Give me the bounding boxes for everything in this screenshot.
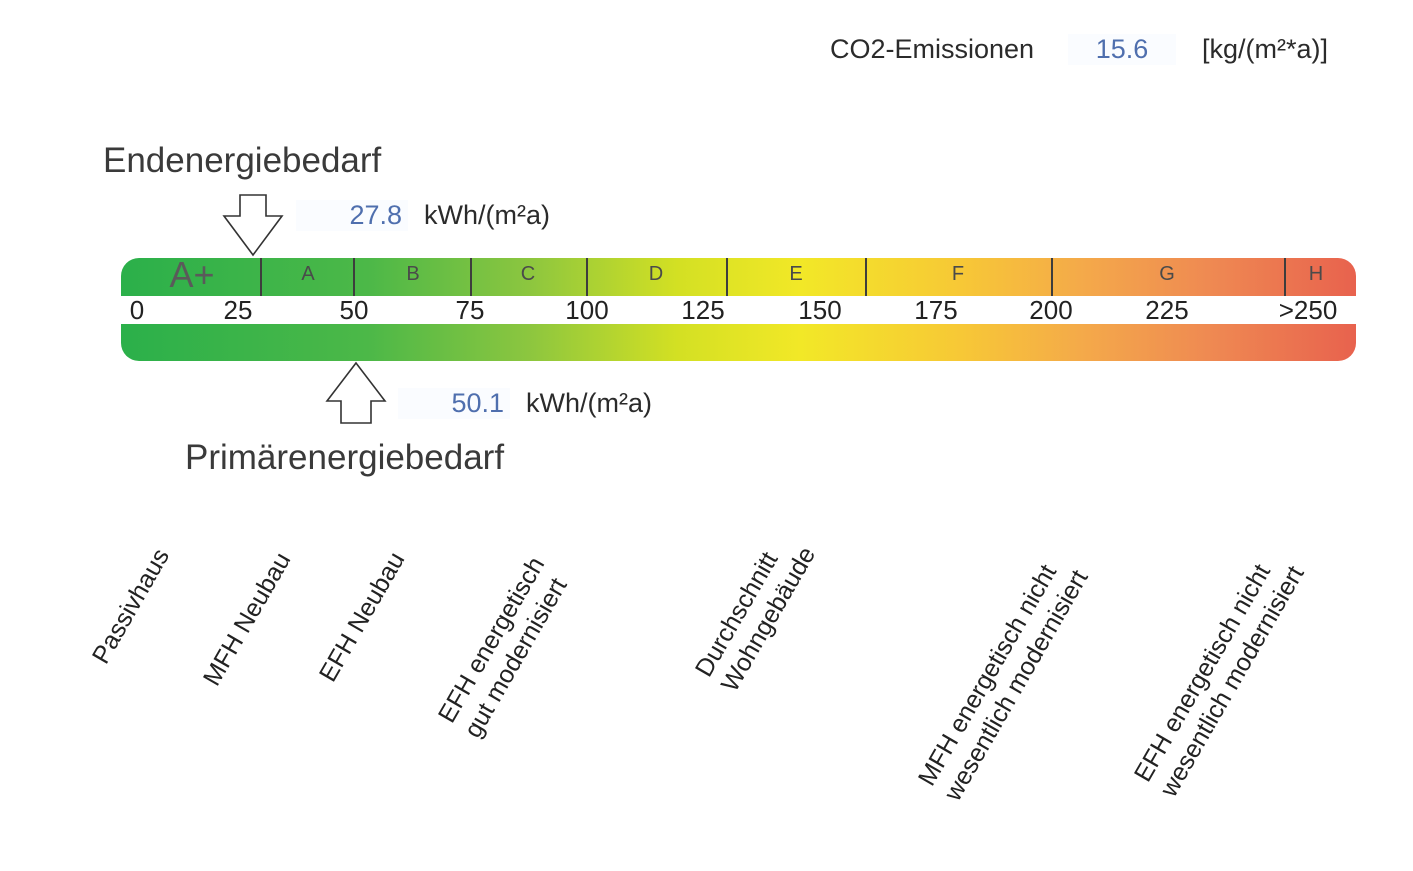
class-label-e: E — [789, 263, 803, 285]
reference-label-mfh-nicht-modernisiert: MFH energetisch nicht wesentlich moderni… — [912, 559, 1094, 806]
scale-tick: 150 — [798, 295, 842, 325]
scale-tick: 25 — [223, 295, 253, 325]
class-divider — [865, 258, 867, 296]
class-label-g: G — [1159, 263, 1175, 285]
scale-tick: >250 — [1278, 295, 1338, 325]
scale-tick: 75 — [455, 295, 485, 325]
primary-energy-value: 50.1 — [398, 388, 510, 419]
reference-label-durchschnitt-wohngebaeude: Durchschnitt Wohngebäude — [689, 542, 822, 697]
reference-label-efh-gut-modernisiert: EFH energetisch gut modernisiert — [432, 552, 573, 743]
scale-tick: 50 — [339, 295, 369, 325]
class-divider — [260, 258, 262, 296]
class-divider — [586, 258, 588, 296]
end-energy-value: 27.8 — [296, 200, 408, 231]
class-label-h: H — [1308, 263, 1324, 285]
class-label-d: D — [648, 263, 664, 285]
end-energy-unit: kWh/(m²a) — [424, 200, 550, 230]
class-label-a: A — [301, 263, 315, 285]
class-label-a-plus: A+ — [169, 254, 215, 295]
energy-scale-bar-bottom — [121, 324, 1356, 361]
scale-tick: 125 — [681, 295, 725, 325]
scale-tick: 175 — [914, 295, 958, 325]
co2-unit: [kg/(m²*a)] — [1202, 34, 1329, 64]
scale-tick: 100 — [565, 295, 609, 325]
scale-tick: 225 — [1145, 295, 1189, 325]
scale-tick: 0 — [129, 295, 145, 325]
reference-label-passivhaus: Passivhaus — [86, 543, 176, 669]
class-divider — [1284, 258, 1286, 296]
down-arrow-icon — [222, 194, 284, 257]
reference-label-mfh-neubau: MFH Neubau — [197, 547, 297, 691]
co2-label: CO2-Emissionen — [830, 34, 1035, 64]
co2-value: 15.6 — [1068, 34, 1176, 65]
energy-scale-bar-top — [121, 258, 1356, 296]
energy-scale-tick-strip — [121, 296, 1356, 324]
reference-label-efh-neubau: EFH Neubau — [313, 547, 411, 687]
class-divider — [726, 258, 728, 296]
class-label-c: C — [520, 263, 536, 285]
reference-label-efh-nicht-modernisiert: EFH energetisch nicht wesentlich moderni… — [1128, 559, 1310, 802]
primary-energy-unit: kWh/(m²a) — [526, 388, 652, 418]
primary-energy-title: Primärenergiebedarf — [185, 438, 505, 477]
class-divider — [1051, 258, 1053, 296]
end-energy-title: Endenergiebedarf — [103, 141, 382, 180]
class-label-b: B — [406, 263, 420, 285]
up-arrow-icon — [325, 361, 387, 424]
scale-tick: 200 — [1029, 295, 1073, 325]
class-divider — [353, 258, 355, 296]
class-label-f: F — [951, 263, 965, 285]
class-divider — [470, 258, 472, 296]
